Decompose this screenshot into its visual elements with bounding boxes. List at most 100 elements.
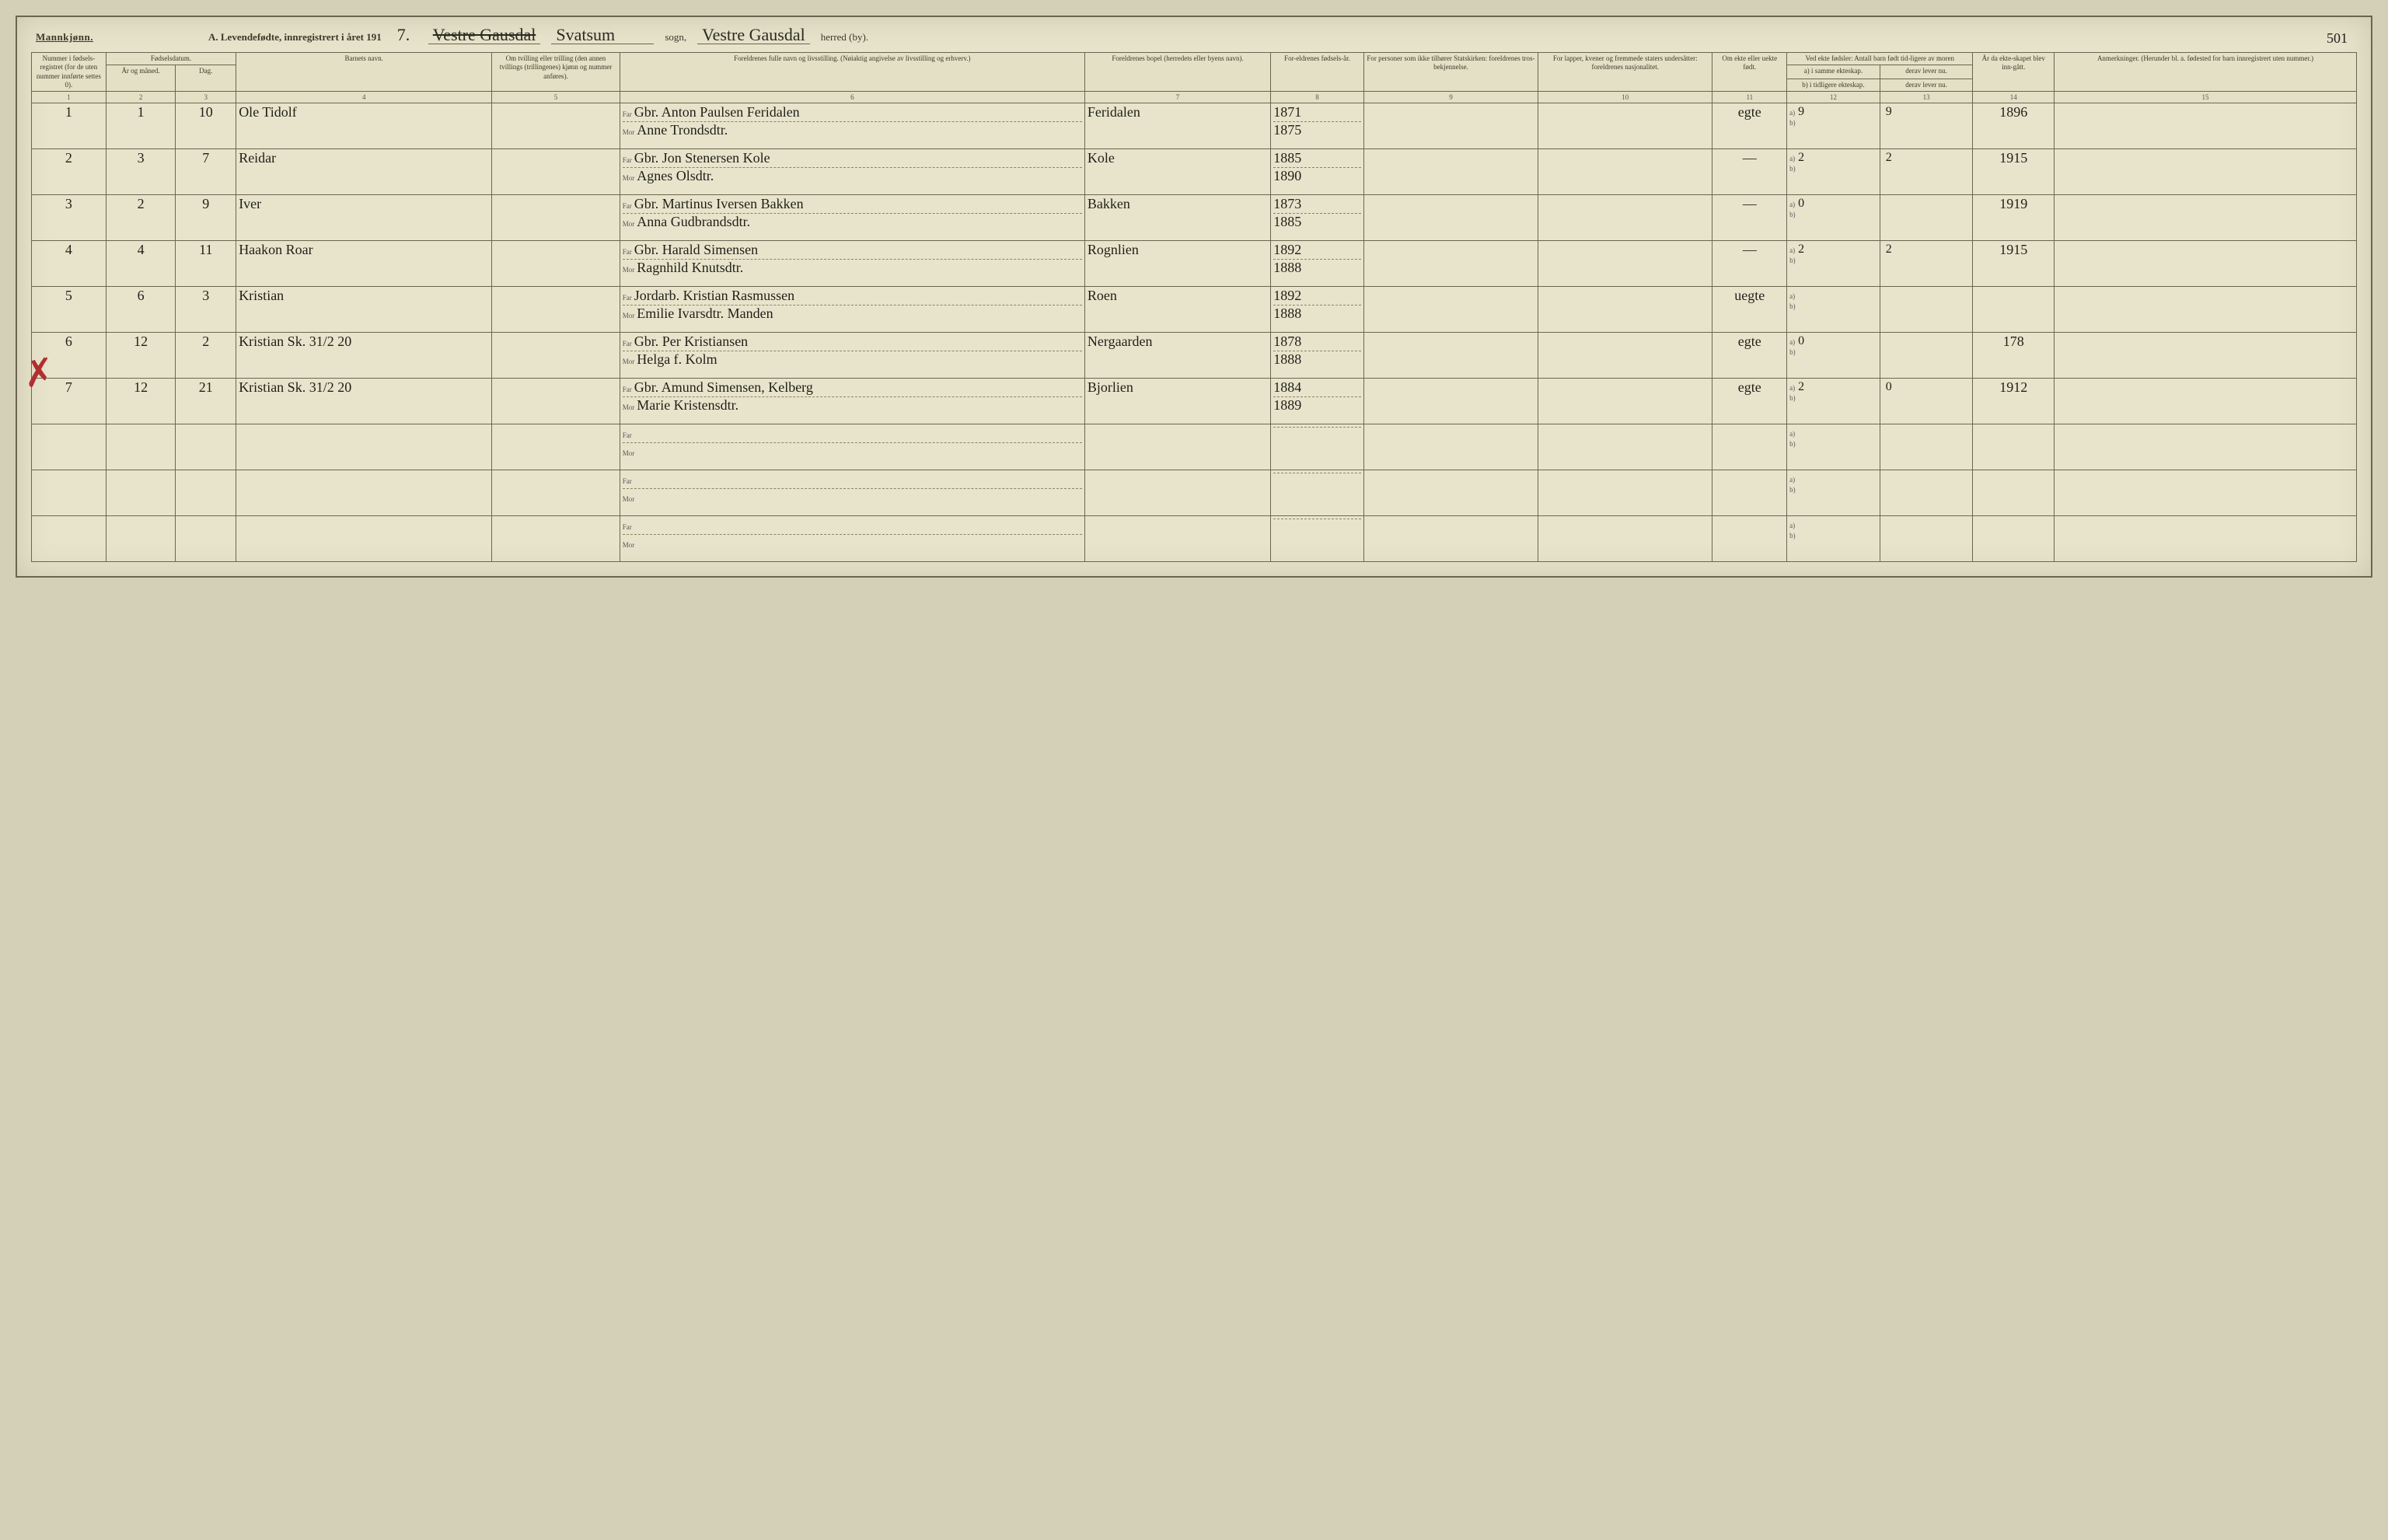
cell-children-count: a)0b) — [1787, 195, 1880, 241]
page-number: 501 — [2327, 31, 2348, 47]
colnum: 6 — [620, 92, 1084, 103]
title-prefix: A. Levendefødte, innregistrert i året 19… — [208, 31, 382, 44]
cell-nationality — [1538, 149, 1712, 195]
cell-day: 7 — [176, 149, 236, 195]
cell-parents: FarGbr. Per KristiansenMorHelga f. Kolm — [620, 333, 1084, 379]
cell-name: Kristian Sk. 31/2 20 — [236, 379, 492, 424]
cell-day: 10 — [176, 103, 236, 149]
cell-children-count: a)0b) — [1787, 333, 1880, 379]
cell-residence: Kole — [1084, 149, 1270, 195]
cell-remarks — [2055, 424, 2357, 470]
cell-parents: FarMor — [620, 470, 1084, 516]
cell-children-living: 2 — [1880, 149, 1973, 195]
cell-residence: Roen — [1084, 287, 1270, 333]
colnum: 9 — [1363, 92, 1538, 103]
cell-legitimacy: egte — [1712, 333, 1787, 379]
table-row: FarMor a)b) — [32, 516, 2357, 562]
cell-children-living: 9 — [1880, 103, 1973, 149]
cell-day: 3 — [176, 287, 236, 333]
cell-religion — [1363, 424, 1538, 470]
cell-marriage-year: 1912 — [1973, 379, 2055, 424]
cell-remarks — [2055, 379, 2357, 424]
cell-parent-years — [1271, 470, 1364, 516]
cell-religion — [1363, 149, 1538, 195]
colnum: 8 — [1271, 92, 1364, 103]
colnum: 7 — [1084, 92, 1270, 103]
year-suffix: 7. — [393, 26, 417, 44]
col-header: Om ekte eller uekte født. — [1712, 53, 1787, 92]
page-header: Mannkjønn. A. Levendefødte, innregistrer… — [31, 26, 2357, 44]
cell-nationality — [1538, 516, 1712, 562]
cell-children-living — [1880, 287, 1973, 333]
cell-children-count: a)2b) — [1787, 149, 1880, 195]
cell-name: Kristian Sk. 31/2 20 — [236, 333, 492, 379]
col-header: Foreldrenes bopel (herredets eller byens… — [1084, 53, 1270, 92]
cell-parents: FarGbr. Amund Simensen, KelbergMorMarie … — [620, 379, 1084, 424]
cell-remarks — [2055, 241, 2357, 287]
col-header: Fødselsdatum. — [106, 53, 236, 65]
colnum: 1 — [32, 92, 106, 103]
cell-children-count: a)b) — [1787, 516, 1880, 562]
cell-religion — [1363, 195, 1538, 241]
col-header: For lapper, kvener og fremmede staters u… — [1538, 53, 1712, 92]
cell-month — [106, 516, 176, 562]
cell-name — [236, 516, 492, 562]
cell-remarks — [2055, 333, 2357, 379]
cell-twin — [492, 333, 620, 379]
cell-day: 2 — [176, 333, 236, 379]
col-header: Foreldrenes fulle navn og livsstilling. … — [620, 53, 1084, 92]
table-row: FarMora)b) — [32, 470, 2357, 516]
cell-month: 4 — [106, 241, 176, 287]
cell-parent-years: 18921888 — [1271, 241, 1364, 287]
cell-parent-years — [1271, 424, 1364, 470]
cell-name: Iver — [236, 195, 492, 241]
birth-register-table: Nummer i fødsels-registret (for de uten … — [31, 52, 2357, 562]
cell-parents: FarGbr. Jon Stenersen KoleMorAgnes Olsdt… — [620, 149, 1084, 195]
cell-nationality — [1538, 470, 1712, 516]
cell-residence: Nergaarden — [1084, 333, 1270, 379]
cell-day — [176, 516, 236, 562]
table-row: 4411Haakon RoarFarGbr. Harald SimensenMo… — [32, 241, 2357, 287]
cell-children-living — [1880, 516, 1973, 562]
cell-children-count: a)b) — [1787, 424, 1880, 470]
cell-legitimacy: — — [1712, 149, 1787, 195]
colnum: 5 — [492, 92, 620, 103]
table-row: 329IverFarGbr. Martinus Iversen BakkenMo… — [32, 195, 2357, 241]
cell-residence: Rognlien — [1084, 241, 1270, 287]
cell-children-living: 0 — [1880, 379, 1973, 424]
colnum: 10 — [1538, 92, 1712, 103]
cell-name: Haakon Roar — [236, 241, 492, 287]
col-header: Om tvilling eller trilling (den annen tv… — [492, 53, 620, 92]
cell-month: 6 — [106, 287, 176, 333]
cell-religion — [1363, 103, 1538, 149]
cell-marriage-year: 1896 — [1973, 103, 2055, 149]
herred-label: herred (by). — [821, 31, 868, 44]
cell-twin — [492, 195, 620, 241]
cell-legitimacy: uegte — [1712, 287, 1787, 333]
col-header: Dag. — [176, 65, 236, 92]
colnum: 14 — [1973, 92, 2055, 103]
cell-twin — [492, 149, 620, 195]
colnum: 2 — [106, 92, 176, 103]
cell-parent-years: 18921888 — [1271, 287, 1364, 333]
colnum: 3 — [176, 92, 236, 103]
cell-parents: FarGbr. Anton Paulsen FeridalenMorAnne T… — [620, 103, 1084, 149]
cell-parents: FarMor — [620, 516, 1084, 562]
cell-children-count: a)b) — [1787, 287, 1880, 333]
cell-marriage-year: 178 — [1973, 333, 2055, 379]
cell-marriage-year — [1973, 424, 2055, 470]
cell-legitimacy — [1712, 470, 1787, 516]
gender-label: Mannkjønn. — [36, 31, 93, 44]
col-header: Barnets navn. — [236, 53, 492, 92]
cell-nationality — [1538, 241, 1712, 287]
cell-month: 12 — [106, 333, 176, 379]
cell-day: 21 — [176, 379, 236, 424]
sogn-handwritten: Svatsum — [551, 26, 654, 44]
cell-religion — [1363, 241, 1538, 287]
cell-day: 11 — [176, 241, 236, 287]
cell-remarks — [2055, 103, 2357, 149]
cell-nationality — [1538, 333, 1712, 379]
table-body: 1110Ole TidolfFarGbr. Anton Paulsen Feri… — [32, 103, 2357, 562]
column-number-row: 1 2 3 4 5 6 7 8 9 10 11 12 13 14 15 — [32, 92, 2357, 103]
cell-number: 6 — [32, 333, 106, 379]
